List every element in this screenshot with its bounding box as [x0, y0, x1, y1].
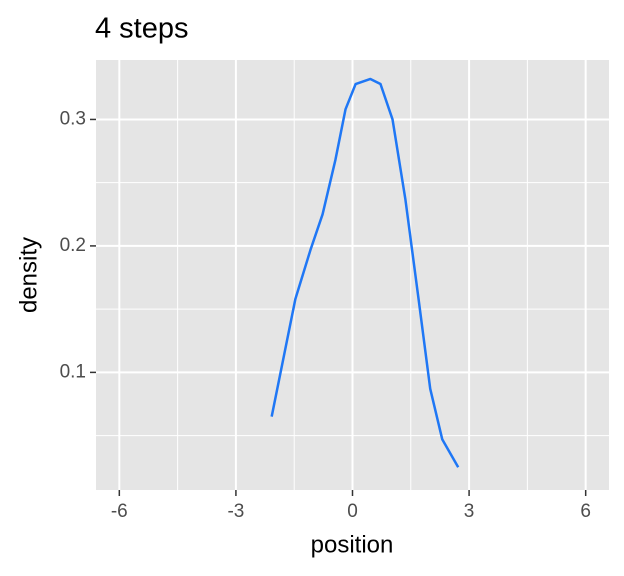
y-tick-label: 0.3 — [60, 108, 86, 129]
density-line — [270, 77, 460, 468]
x-tick-label: 3 — [464, 501, 475, 522]
y-tick-label: 0.1 — [60, 361, 86, 382]
x-tick-label: -6 — [111, 501, 128, 522]
chart-title: 4 steps — [95, 13, 189, 45]
x-tick-label: 6 — [580, 501, 591, 522]
x-axis-label: position — [311, 531, 394, 558]
y-tick-label: 0.2 — [60, 235, 86, 256]
x-tick-label: -3 — [227, 501, 244, 522]
y-axis-label: density — [15, 237, 42, 313]
x-tick-label: 0 — [347, 501, 358, 522]
